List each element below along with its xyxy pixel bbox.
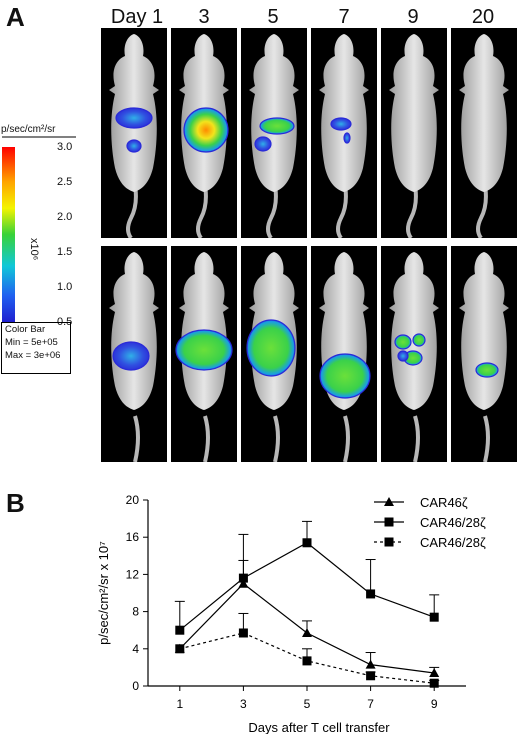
day-label-1: Day 1 <box>110 6 164 28</box>
y-tick-label: 20 <box>126 493 140 507</box>
mouse-image-r1-c4 <box>311 28 377 238</box>
data-point-triangle <box>429 667 440 677</box>
cb-tick-1-0: 1.0 <box>57 281 73 293</box>
y-axis-label: p/sec/cm²/sr x 10⁷ <box>96 541 111 645</box>
series-line-1 <box>179 542 435 631</box>
day-label-20: 20 <box>471 6 495 28</box>
colorbar-multiplier: x10⁶ <box>28 238 40 261</box>
legend-label-2: CAR46/28ζ <box>420 535 486 550</box>
x-axis-label: Days after T cell transfer <box>248 720 390 734</box>
legend-label-0: CAR46ζ <box>420 495 468 510</box>
colorbar-box-min: Min = 5e+05 <box>5 337 58 348</box>
mouse-image-r1-c1 <box>101 28 167 238</box>
data-point-square <box>366 589 376 599</box>
mouse-image-r2-c1 <box>101 246 167 462</box>
mouse-image-r2-c3 <box>241 246 307 462</box>
day-label-3: 3 <box>198 6 210 28</box>
legend-marker-square <box>384 517 394 527</box>
data-point-triangle <box>238 578 249 588</box>
day-label-5: 5 <box>267 6 279 28</box>
legend-marker-triangle <box>384 497 394 506</box>
legend-marker-square <box>384 537 394 547</box>
colorbar <box>2 136 76 322</box>
cb-tick-2-5: 2.5 <box>57 176 73 188</box>
mouse-image-r2-c6 <box>451 246 517 462</box>
mouse-image-r1-c6 <box>451 28 517 238</box>
y-tick-label: 12 <box>126 567 140 581</box>
data-point-square <box>175 644 185 654</box>
x-tick-label: 3 <box>240 697 247 711</box>
data-point-triangle <box>302 627 312 637</box>
data-point-square <box>302 538 312 548</box>
y-tick-label: 4 <box>132 642 139 656</box>
cb-tick-3-0: 3.0 <box>57 141 73 153</box>
y-tick-label: 16 <box>126 530 140 544</box>
mouse-image-r1-c5 <box>381 28 447 238</box>
data-point-square <box>302 656 312 666</box>
data-point-square <box>238 628 248 638</box>
data-point-square <box>366 671 376 681</box>
day-label-9: 9 <box>407 6 419 28</box>
y-tick-label: 8 <box>132 605 139 619</box>
x-tick-label: 7 <box>367 697 374 711</box>
y-tick-label: 0 <box>132 679 139 693</box>
mouse-image-r1-c3 <box>241 28 307 238</box>
mouse-image-r1-c2 <box>171 28 237 238</box>
colorbar-gradient <box>2 147 15 322</box>
cb-tick-2-0: 2.0 <box>57 211 73 223</box>
data-point-triangle <box>365 659 376 669</box>
mouse-image-r2-c5 <box>381 246 447 462</box>
x-tick-label: 1 <box>176 697 183 711</box>
colorbar-units: p/sec/cm²/sr <box>1 124 56 135</box>
mouse-image-r2-c2 <box>171 246 237 462</box>
data-point-square <box>175 625 185 635</box>
data-point-square <box>429 678 439 688</box>
panel-b-chart: 0 4 8 12 16 20 1 3 5 7 9 Days after T cell transfer… <box>96 493 486 734</box>
x-tick-label: 5 <box>304 697 311 711</box>
x-tick-label: 9 <box>431 697 438 711</box>
panel-a-letter: A <box>6 2 25 32</box>
colorbar-box-max: Max = 3e+06 <box>5 350 61 361</box>
panel-b-letter: B <box>6 488 25 518</box>
colorbar-range-box: Color Bar Min = 5e+05 Max = 3e+06 <box>1 322 71 374</box>
mouse-image-r2-c4 <box>311 246 377 462</box>
data-point-square <box>429 612 439 622</box>
legend-label-1: CAR46/28ζ <box>420 515 486 530</box>
cb-tick-1-5: 1.5 <box>57 246 73 258</box>
day-label-7: 7 <box>338 6 350 28</box>
colorbar-box-title: Color Bar <box>5 324 46 335</box>
data-point-square <box>238 573 248 583</box>
